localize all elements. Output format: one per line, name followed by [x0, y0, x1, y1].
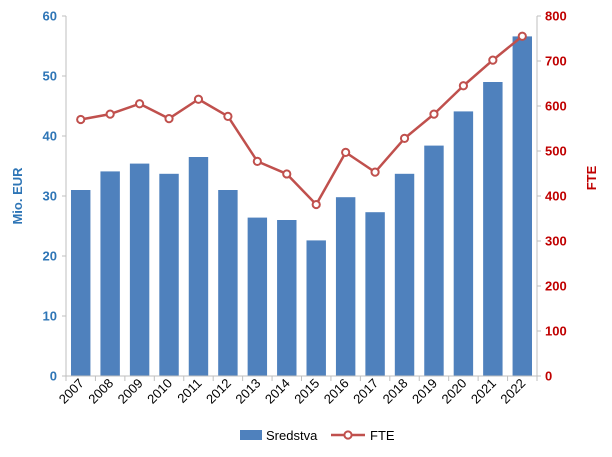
bar-2017	[365, 212, 385, 376]
fte-point-2007	[76, 114, 86, 125]
legend-line-marker	[343, 430, 353, 440]
fte-point-2017	[370, 167, 380, 177]
x-tick-label: 2020	[438, 376, 469, 407]
bar-2021	[483, 82, 503, 376]
x-tick-label: 2018	[380, 376, 411, 407]
x-tick-label: 2015	[291, 376, 322, 407]
fte-point-2019	[429, 109, 439, 119]
bar-2009	[129, 163, 150, 376]
bar-2010	[159, 173, 179, 376]
x-tick-label: 2012	[203, 376, 234, 407]
legend-bar-label: Sredstva	[266, 428, 318, 443]
x-tick-label: 2010	[144, 376, 175, 407]
left-tick-label: 10	[43, 309, 57, 324]
fte-point-2009	[134, 99, 145, 109]
bar-2019	[424, 145, 444, 376]
x-tick-label: 2013	[232, 376, 263, 407]
bar-2011	[188, 157, 209, 376]
right-axis-title: FTE	[584, 165, 599, 190]
right-tick-label: 300	[545, 234, 567, 249]
x-tick-label: 2021	[468, 376, 499, 407]
right-tick-label: 600	[545, 99, 567, 114]
left-tick-label: 30	[43, 189, 57, 204]
left-tick-label: 60	[43, 9, 57, 24]
right-tick-label: 0	[545, 369, 552, 384]
bar-series	[71, 36, 532, 377]
bar-2008	[100, 171, 120, 376]
legend-line-label: FTE	[370, 428, 395, 443]
fte-point-2022	[517, 31, 527, 41]
right-tick-label: 500	[545, 144, 567, 159]
fte-point-2010	[164, 114, 174, 124]
x-tick-label: 2008	[85, 376, 116, 407]
fte-point-2013	[252, 156, 262, 166]
left-tick-label: 20	[43, 249, 57, 264]
right-tick-label: 200	[545, 279, 567, 294]
fte-point-2008	[105, 109, 115, 119]
bar-2012	[218, 190, 238, 376]
right-tick-label: 400	[545, 189, 567, 204]
x-tick-label: 2022	[497, 376, 528, 407]
fte-point-2012	[223, 111, 233, 121]
bar-2016	[335, 197, 356, 376]
fte-point-2020	[458, 81, 469, 91]
bar-2013	[247, 217, 268, 376]
x-tick-label: 2009	[115, 376, 146, 407]
fte-point-2016	[341, 147, 351, 157]
line-series	[76, 31, 527, 210]
left-axis-ticks: 0 10 20 30 40 50 60	[43, 9, 66, 384]
bar-2020	[453, 111, 474, 377]
x-tick-label: 2007	[56, 376, 87, 407]
bar-2022	[512, 36, 532, 377]
fte-point-2014	[282, 169, 292, 179]
bar-2014	[277, 220, 297, 376]
x-tick-label: 2011	[174, 376, 204, 406]
legend-bar-swatch	[240, 430, 262, 440]
fte-line	[80, 35, 524, 206]
x-tick-label: 2017	[350, 376, 381, 407]
x-tick-label: 2016	[321, 376, 352, 407]
left-tick-label: 0	[50, 369, 57, 384]
fte-point-2015	[311, 199, 321, 210]
right-tick-label: 700	[545, 54, 567, 69]
left-tick-label: 40	[43, 129, 57, 144]
bar-2015	[306, 240, 326, 376]
right-tick-label: 800	[545, 9, 567, 24]
left-tick-label: 50	[43, 69, 57, 84]
x-tick-label: 2014	[262, 376, 293, 407]
right-tick-label: 100	[545, 324, 567, 339]
fte-point-2011	[193, 94, 204, 104]
left-axis-title: Mio. EUR	[10, 167, 25, 225]
right-axis-ticks: 0 100 200 300 400 500 600 700 800	[537, 9, 567, 384]
x-tick-label: 2019	[409, 376, 440, 407]
bar-2007	[71, 190, 91, 376]
legend: Sredstva FTE	[240, 428, 395, 443]
fte-point-2021	[488, 55, 498, 65]
fte-point-2018	[399, 133, 410, 143]
bar-2018	[394, 173, 415, 376]
